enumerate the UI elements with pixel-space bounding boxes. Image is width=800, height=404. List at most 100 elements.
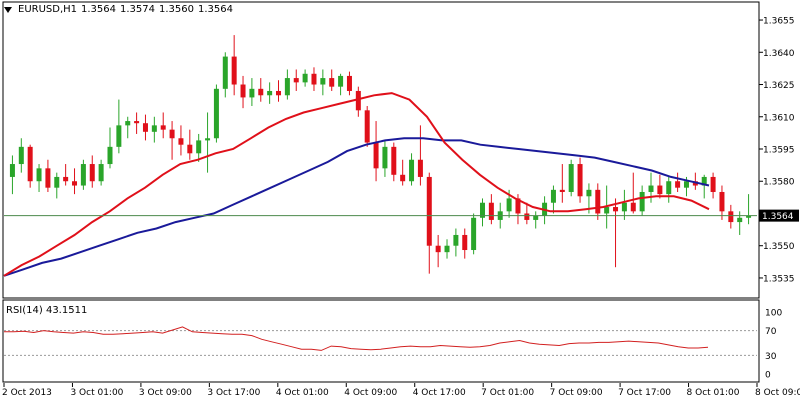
y-tick-label: 1.3580 <box>763 178 795 188</box>
x-tick-label: 4 Oct 09:00 <box>344 388 397 398</box>
x-tick-label: 3 Oct 17:00 <box>207 388 260 398</box>
candle-body <box>240 84 246 98</box>
moving-average-slow-line <box>3 137 710 277</box>
candle-body <box>27 146 33 182</box>
y-tick-label: 1.3625 <box>763 81 795 91</box>
candle-body <box>417 159 423 177</box>
rsi-panel-frame <box>2 299 760 383</box>
x-tick-label: 7 Oct 09:00 <box>550 388 603 398</box>
candle-body <box>666 181 672 195</box>
candle-body <box>435 245 441 253</box>
candle-body <box>648 185 654 192</box>
moving-average-fast-line <box>3 92 710 277</box>
candle-body <box>613 207 619 212</box>
candle-body <box>426 176 432 246</box>
candle-body <box>284 78 290 96</box>
candle-body <box>746 215 752 218</box>
y-tick-label: 1.3655 <box>763 17 795 27</box>
candle-body <box>728 211 734 223</box>
rsi-tick-label: 30 <box>765 352 777 362</box>
current-price-box <box>759 209 799 222</box>
candle-body <box>409 159 415 182</box>
x-tick-label: 4 Oct 17:00 <box>413 388 466 398</box>
candle-body <box>604 207 610 214</box>
rsi-tick-label: 70 <box>765 327 777 337</box>
candle-body <box>364 110 370 143</box>
candle-body <box>719 191 725 212</box>
candle-body <box>550 189 556 203</box>
candle-body <box>45 168 51 188</box>
candle-body <box>54 176 60 188</box>
rsi-tick-label: 100 <box>765 309 782 319</box>
candle-body <box>524 213 530 220</box>
candle-body <box>107 146 113 165</box>
candle-body <box>151 125 157 132</box>
candle-body <box>72 181 78 186</box>
candle-body <box>311 73 317 85</box>
ohlc-open: 1.3564 <box>81 4 117 15</box>
candle-body <box>568 164 574 192</box>
x-tick-label: 4 Oct 01:00 <box>276 388 329 398</box>
y-tick-label: 1.3535 <box>763 274 795 284</box>
candle-body <box>116 125 122 147</box>
symbol-header: EURUSD,H1 1.3564 1.3574 1.3560 1.3564 <box>4 4 233 15</box>
candle-body <box>134 121 140 124</box>
dropdown-arrow-icon[interactable] <box>4 6 12 13</box>
candle-body <box>346 75 352 91</box>
candle-body <box>338 75 344 87</box>
candle-body <box>471 217 477 251</box>
x-tick-label: 3 Oct 01:00 <box>70 388 123 398</box>
candle-body <box>187 144 193 154</box>
candle-body <box>657 185 663 195</box>
candle-body <box>9 164 15 177</box>
candle-body <box>577 164 583 197</box>
candle-body <box>18 146 24 165</box>
candle-body <box>293 78 299 83</box>
candle-body <box>559 189 565 192</box>
current-price-label: 1.3564 <box>762 212 794 222</box>
candle-body <box>302 73 308 83</box>
x-tick-label: 2 Oct 2013 <box>2 388 52 398</box>
x-tick-label: 8 Oct 09:00 <box>755 388 800 398</box>
main-panel-frame <box>2 1 760 299</box>
candle-body <box>80 164 86 186</box>
candle-body <box>355 90 361 111</box>
candle-body <box>462 234 468 251</box>
candle-body <box>276 90 282 96</box>
y-tick-label: 1.3550 <box>763 242 795 252</box>
candle-body <box>249 88 255 98</box>
candle-body <box>675 181 681 188</box>
candle-body <box>737 217 743 223</box>
candle-body <box>506 198 512 212</box>
symbol-label: EURUSD,H1 <box>18 4 78 15</box>
candle-body <box>586 189 592 197</box>
ohlc-high: 1.3574 <box>120 4 156 15</box>
candle-body <box>142 123 148 132</box>
candle-body <box>160 125 166 130</box>
candle-body <box>444 245 450 253</box>
candle-body <box>595 189 601 214</box>
y-tick-label: 1.3610 <box>763 113 795 123</box>
candle-body <box>98 164 104 182</box>
candle-body <box>382 146 388 169</box>
candle-body <box>329 78 335 87</box>
rsi-line <box>4 326 709 351</box>
candle-body <box>701 176 707 186</box>
candle-body <box>621 202 627 212</box>
candle-body <box>36 168 42 182</box>
candle-body <box>89 164 95 182</box>
candle-body <box>479 202 485 218</box>
candle-body <box>213 88 219 139</box>
candle-body <box>533 215 539 220</box>
candle-body <box>222 56 228 89</box>
x-tick-label: 7 Oct 17:00 <box>618 388 671 398</box>
rsi-label: RSI(14) 43.1511 <box>6 305 88 316</box>
candle-body <box>630 202 636 212</box>
candle-body <box>258 88 264 96</box>
candle-body <box>205 138 211 141</box>
candle-body <box>63 176 69 182</box>
candle-body <box>196 140 202 154</box>
candle-body <box>125 121 131 126</box>
